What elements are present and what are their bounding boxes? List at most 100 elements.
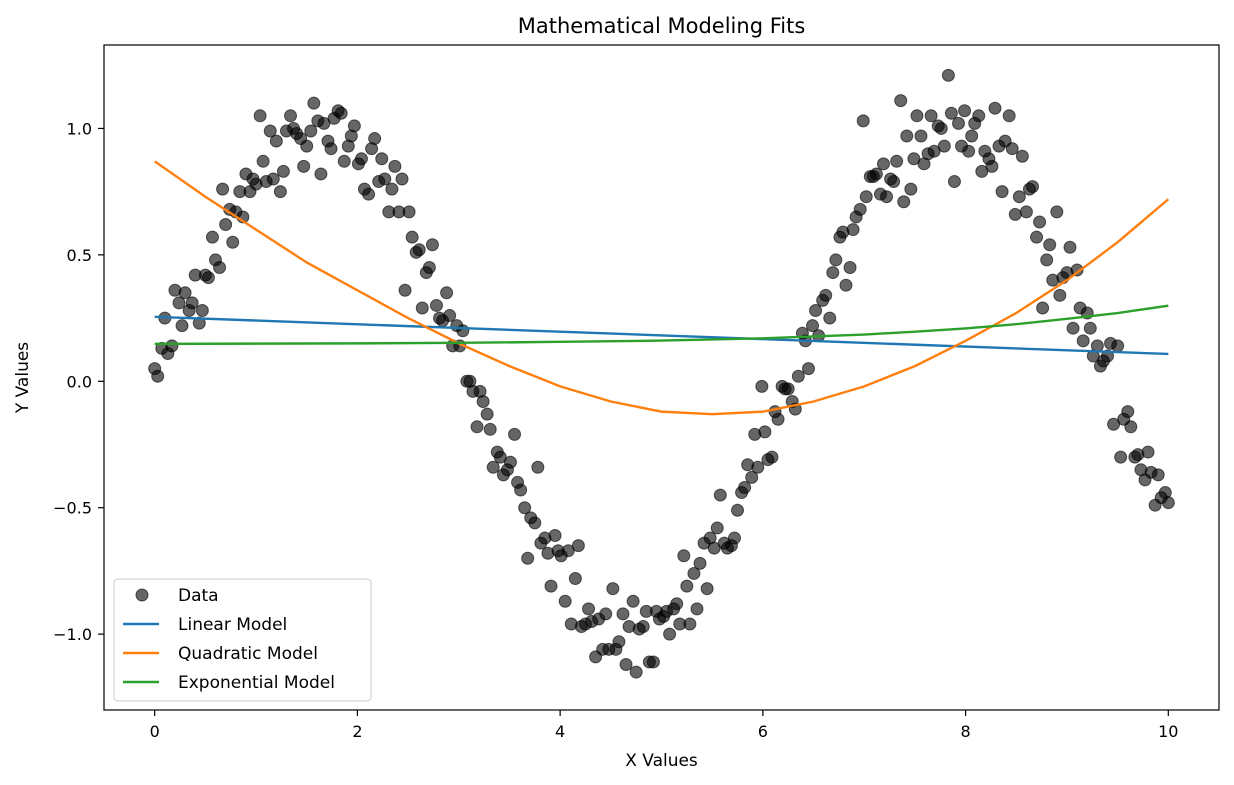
data-point — [253, 109, 267, 123]
data-point — [412, 243, 426, 257]
data-point — [300, 139, 314, 153]
data-point — [226, 235, 240, 249]
legend-marker — [135, 588, 149, 602]
legend-item: Data — [135, 586, 219, 606]
data-point — [422, 261, 436, 275]
data-point — [900, 129, 914, 143]
data-point — [1012, 190, 1026, 204]
data-point — [1070, 263, 1084, 277]
data-point — [470, 420, 484, 434]
data-point — [738, 480, 752, 494]
data-point — [765, 450, 779, 464]
data-point — [1151, 468, 1165, 482]
data-point — [263, 124, 277, 138]
data-point — [941, 68, 955, 82]
data-point — [839, 278, 853, 292]
data-point — [368, 132, 382, 146]
data-point — [710, 521, 724, 535]
y-axis-label: Y Values — [13, 342, 33, 414]
data-point — [415, 301, 429, 315]
data-point — [914, 129, 928, 143]
data-point — [1066, 321, 1080, 335]
data-point — [483, 422, 497, 436]
data-point — [1005, 142, 1019, 156]
legend-box — [113, 578, 372, 702]
data-point — [317, 116, 331, 130]
scatter-series-data — [148, 68, 1175, 679]
legend: Data Linear Model Quadratic Model Exponenti… — [113, 578, 372, 702]
data-point — [619, 657, 633, 671]
data-point — [924, 109, 938, 123]
data-point — [195, 303, 209, 317]
series-line-exponential-model — [154, 304, 1169, 346]
y-tick-label: −1.0 — [53, 625, 92, 644]
data-point — [1008, 207, 1022, 221]
data-point — [1050, 205, 1064, 219]
x-axis-label: X Values — [625, 751, 698, 771]
x-tick-label: 10 — [1158, 722, 1178, 741]
data-point — [937, 139, 951, 153]
data-point — [334, 106, 348, 120]
data-point — [518, 501, 532, 515]
data-point — [907, 152, 921, 166]
data-point — [568, 572, 582, 586]
data-point — [337, 154, 351, 168]
data-point — [388, 159, 402, 173]
data-point — [670, 597, 684, 611]
data-point — [972, 109, 986, 123]
data-point — [219, 218, 233, 232]
data-point — [456, 324, 470, 338]
data-point — [1015, 149, 1029, 163]
data-point — [1053, 288, 1067, 302]
data-point — [731, 503, 745, 517]
x-tick-label: 2 — [352, 722, 362, 741]
data-point — [809, 303, 823, 317]
data-point — [616, 607, 630, 621]
data-point — [700, 582, 714, 596]
data-point — [486, 460, 500, 474]
data-point — [629, 665, 643, 679]
data-point — [273, 185, 287, 199]
data-point — [934, 121, 948, 135]
data-point — [201, 271, 215, 285]
data-point — [354, 152, 368, 166]
legend-item: Linear Model — [123, 615, 287, 635]
data-point — [1019, 205, 1033, 219]
data-point — [362, 187, 376, 201]
data-point — [1114, 450, 1128, 464]
data-point — [429, 298, 443, 312]
data-point — [544, 579, 558, 593]
data-point — [213, 261, 227, 275]
data-point — [561, 544, 575, 558]
y-tick-label: −0.5 — [53, 499, 92, 518]
data-point — [727, 531, 741, 545]
data-point — [944, 106, 958, 120]
data-point — [1161, 496, 1175, 510]
data-point — [216, 182, 230, 196]
data-point — [1141, 445, 1155, 459]
data-point — [819, 288, 833, 302]
x-axis: 0 2 4 6 8 10 — [150, 710, 1178, 741]
y-tick-label: 0.0 — [67, 372, 92, 391]
data-point — [962, 144, 976, 158]
data-point — [663, 627, 677, 641]
legend-item: Quadratic Model — [123, 644, 318, 664]
data-point — [745, 470, 759, 484]
axes-frame — [103, 44, 1220, 711]
data-point — [314, 167, 328, 181]
data-point — [151, 369, 165, 383]
data-point — [284, 109, 298, 123]
data-point — [1083, 321, 1097, 335]
data-point — [395, 172, 409, 186]
data-point — [1063, 240, 1077, 254]
data-point — [890, 154, 904, 168]
data-point — [683, 617, 697, 631]
data-point — [869, 167, 883, 181]
data-point — [256, 154, 270, 168]
x-tick-label: 0 — [150, 722, 160, 741]
data-point — [843, 261, 857, 275]
data-point — [947, 175, 961, 189]
data-point — [443, 309, 457, 323]
series-line-linear-model — [154, 315, 1169, 356]
data-point — [829, 253, 843, 267]
